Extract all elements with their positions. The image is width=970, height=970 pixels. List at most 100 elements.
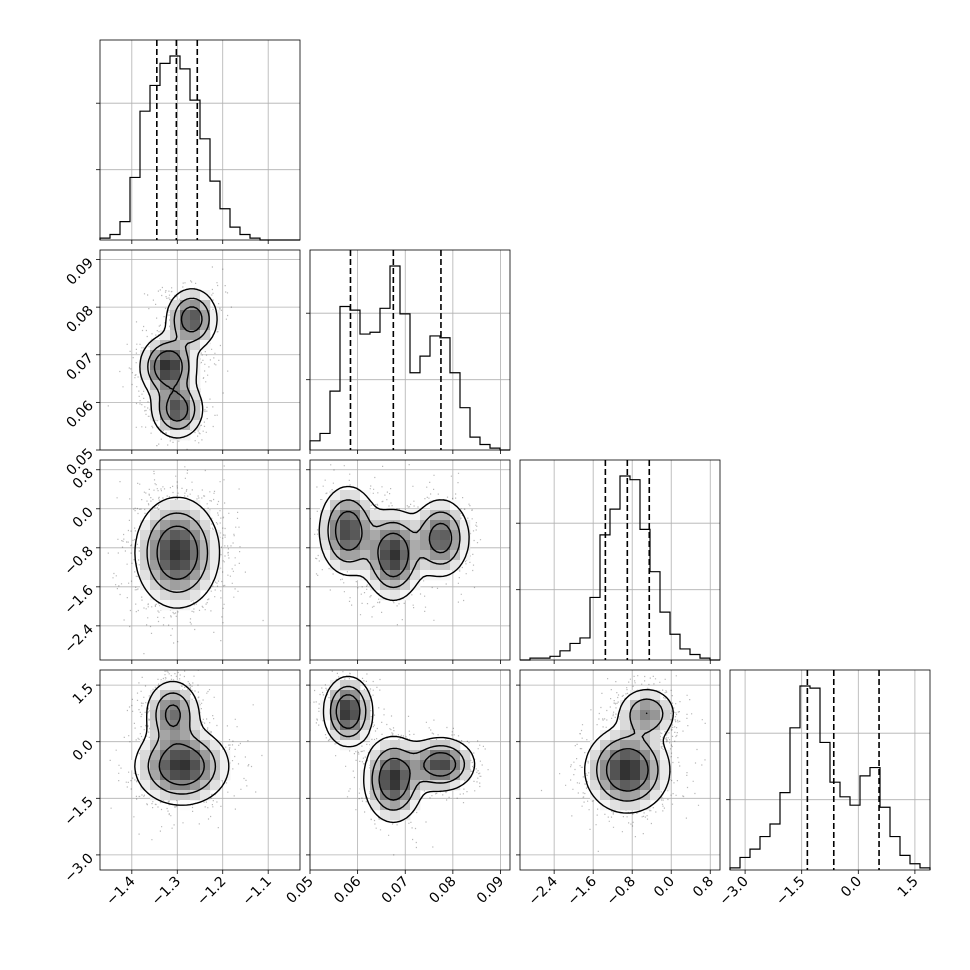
density-cell [660,780,671,791]
density-cell [180,770,191,781]
density-cell [210,310,221,321]
density-cell [420,550,431,561]
density-cell [160,350,171,361]
density-cell [150,730,161,741]
scatter-points [109,670,263,841]
density-cell [200,520,211,531]
density-cell [170,730,181,741]
joint-panel-1-3: 0.05 0.06 0.07 0.08 0.09 [283,669,511,907]
density-cell [170,550,181,561]
density-cell [440,500,451,511]
density-cell [400,810,411,821]
density-cell [140,580,151,591]
density-cell [640,750,651,761]
density-cell [190,410,201,421]
density-cell [390,540,401,551]
density-cell [410,770,421,781]
density-cell [460,540,471,551]
panel-background [100,40,300,240]
density-cell [430,570,441,581]
density-cell [160,680,171,691]
density-cell [210,550,221,561]
density-cell [460,530,471,541]
density-cell [410,740,421,751]
density-cell [150,570,161,581]
density-cell [360,570,371,581]
density-cell [410,760,421,771]
density-cell [170,540,181,551]
density-cell [590,790,601,801]
density-cell [660,760,671,771]
density-cell [350,700,361,711]
density-cell [440,780,451,791]
density-cell [360,520,371,531]
density-cell [640,770,651,781]
density-cell [640,740,651,751]
density-cell [650,790,661,801]
density-cell [210,780,221,791]
density-cell [150,590,161,601]
density-cell [350,530,361,541]
x-tick-label: 0.0 [838,874,865,901]
density-cell [150,550,161,561]
density-cell [650,740,661,751]
density-cell [650,720,661,731]
density-cell [390,750,401,761]
density-cell [160,520,171,531]
density-cell [390,590,401,601]
density-cell [160,780,171,791]
density-cell [200,770,211,781]
density-cell [160,420,171,431]
density-cell [360,550,371,561]
y-tick-label: 0.06 [63,398,96,431]
density-cell [170,420,181,431]
density-cell [180,410,191,421]
density-cell [440,530,451,541]
density-cell [190,360,201,371]
density-cell [330,560,341,571]
density-cell [140,740,151,751]
density-cell [410,520,421,531]
density-cell [430,740,441,751]
density-cell [160,790,171,801]
density-cell [200,580,211,591]
contour-level-1 [329,685,466,811]
density-cell [360,500,371,511]
density-cell [330,700,341,711]
joint-body [107,266,232,450]
density-cell [190,760,201,771]
density-cell [630,730,641,741]
density-cell [590,750,601,761]
density-cell [410,540,421,551]
density-cell [410,530,421,541]
density-cell [340,740,351,751]
panel-frame [519,459,721,661]
density-cell [330,530,341,541]
joint-body [107,460,264,655]
density-cell [320,530,331,541]
density-cell [640,700,651,711]
density-cell [170,710,181,721]
y-tick-label: −1.6 [61,582,96,617]
density-cell [390,780,401,791]
density-cell [610,760,621,771]
density-cell [340,510,351,521]
density-cell [600,770,611,781]
density-cell [630,740,641,751]
histogram-panel-0 [96,39,301,244]
density-cell [650,770,661,781]
density-cell [150,350,161,361]
density-cell [180,390,191,401]
density-cell [600,800,611,811]
density-cell [620,750,631,761]
density-cell [160,760,171,771]
x-tick-label: 1.5 [895,874,922,901]
density-cell [430,540,441,551]
density-cell [210,570,221,581]
density-cell [180,550,191,561]
density-cell [190,790,201,801]
density-cell [150,720,161,731]
density-cell [190,330,201,341]
x-tick-label: 0.08 [426,874,459,907]
density-cell [430,780,441,791]
